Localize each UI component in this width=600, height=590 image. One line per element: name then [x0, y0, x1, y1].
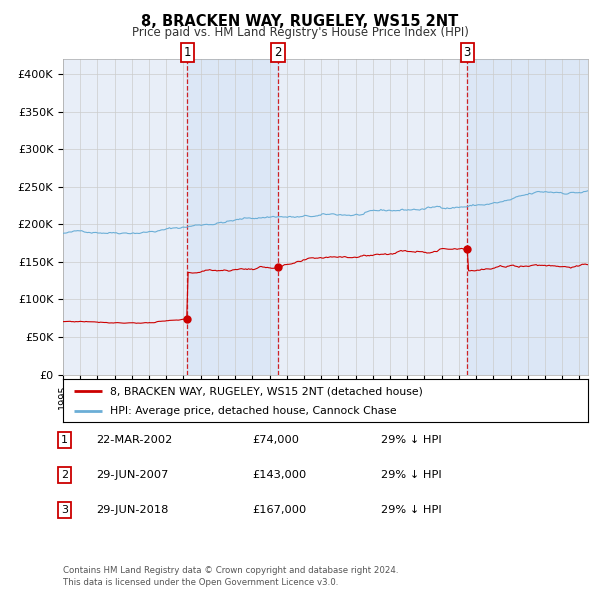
Text: 29-JUN-2007: 29-JUN-2007: [96, 470, 169, 480]
Text: Price paid vs. HM Land Registry's House Price Index (HPI): Price paid vs. HM Land Registry's House …: [131, 26, 469, 39]
Text: 2: 2: [61, 470, 68, 480]
Bar: [187, 59, 278, 375]
Text: 3: 3: [61, 505, 68, 514]
Text: £143,000: £143,000: [252, 470, 306, 480]
Text: 22-MAR-2002: 22-MAR-2002: [96, 435, 172, 445]
Text: 29-JUN-2018: 29-JUN-2018: [96, 505, 169, 514]
Text: £167,000: £167,000: [252, 505, 306, 514]
Text: 3: 3: [464, 46, 471, 59]
Text: 8, BRACKEN WAY, RUGELEY, WS15 2NT: 8, BRACKEN WAY, RUGELEY, WS15 2NT: [142, 14, 458, 29]
Text: 29% ↓ HPI: 29% ↓ HPI: [381, 435, 442, 445]
Bar: [467, 59, 588, 375]
Text: Contains HM Land Registry data © Crown copyright and database right 2024.
This d: Contains HM Land Registry data © Crown c…: [63, 566, 398, 587]
Text: 1: 1: [184, 46, 191, 59]
Text: HPI: Average price, detached house, Cannock Chase: HPI: Average price, detached house, Cann…: [110, 407, 397, 416]
Text: 2: 2: [274, 46, 282, 59]
Text: 29% ↓ HPI: 29% ↓ HPI: [381, 505, 442, 514]
Text: £74,000: £74,000: [252, 435, 299, 445]
Text: 1: 1: [61, 435, 68, 445]
Text: 8, BRACKEN WAY, RUGELEY, WS15 2NT (detached house): 8, BRACKEN WAY, RUGELEY, WS15 2NT (detac…: [110, 386, 423, 396]
Text: 29% ↓ HPI: 29% ↓ HPI: [381, 470, 442, 480]
